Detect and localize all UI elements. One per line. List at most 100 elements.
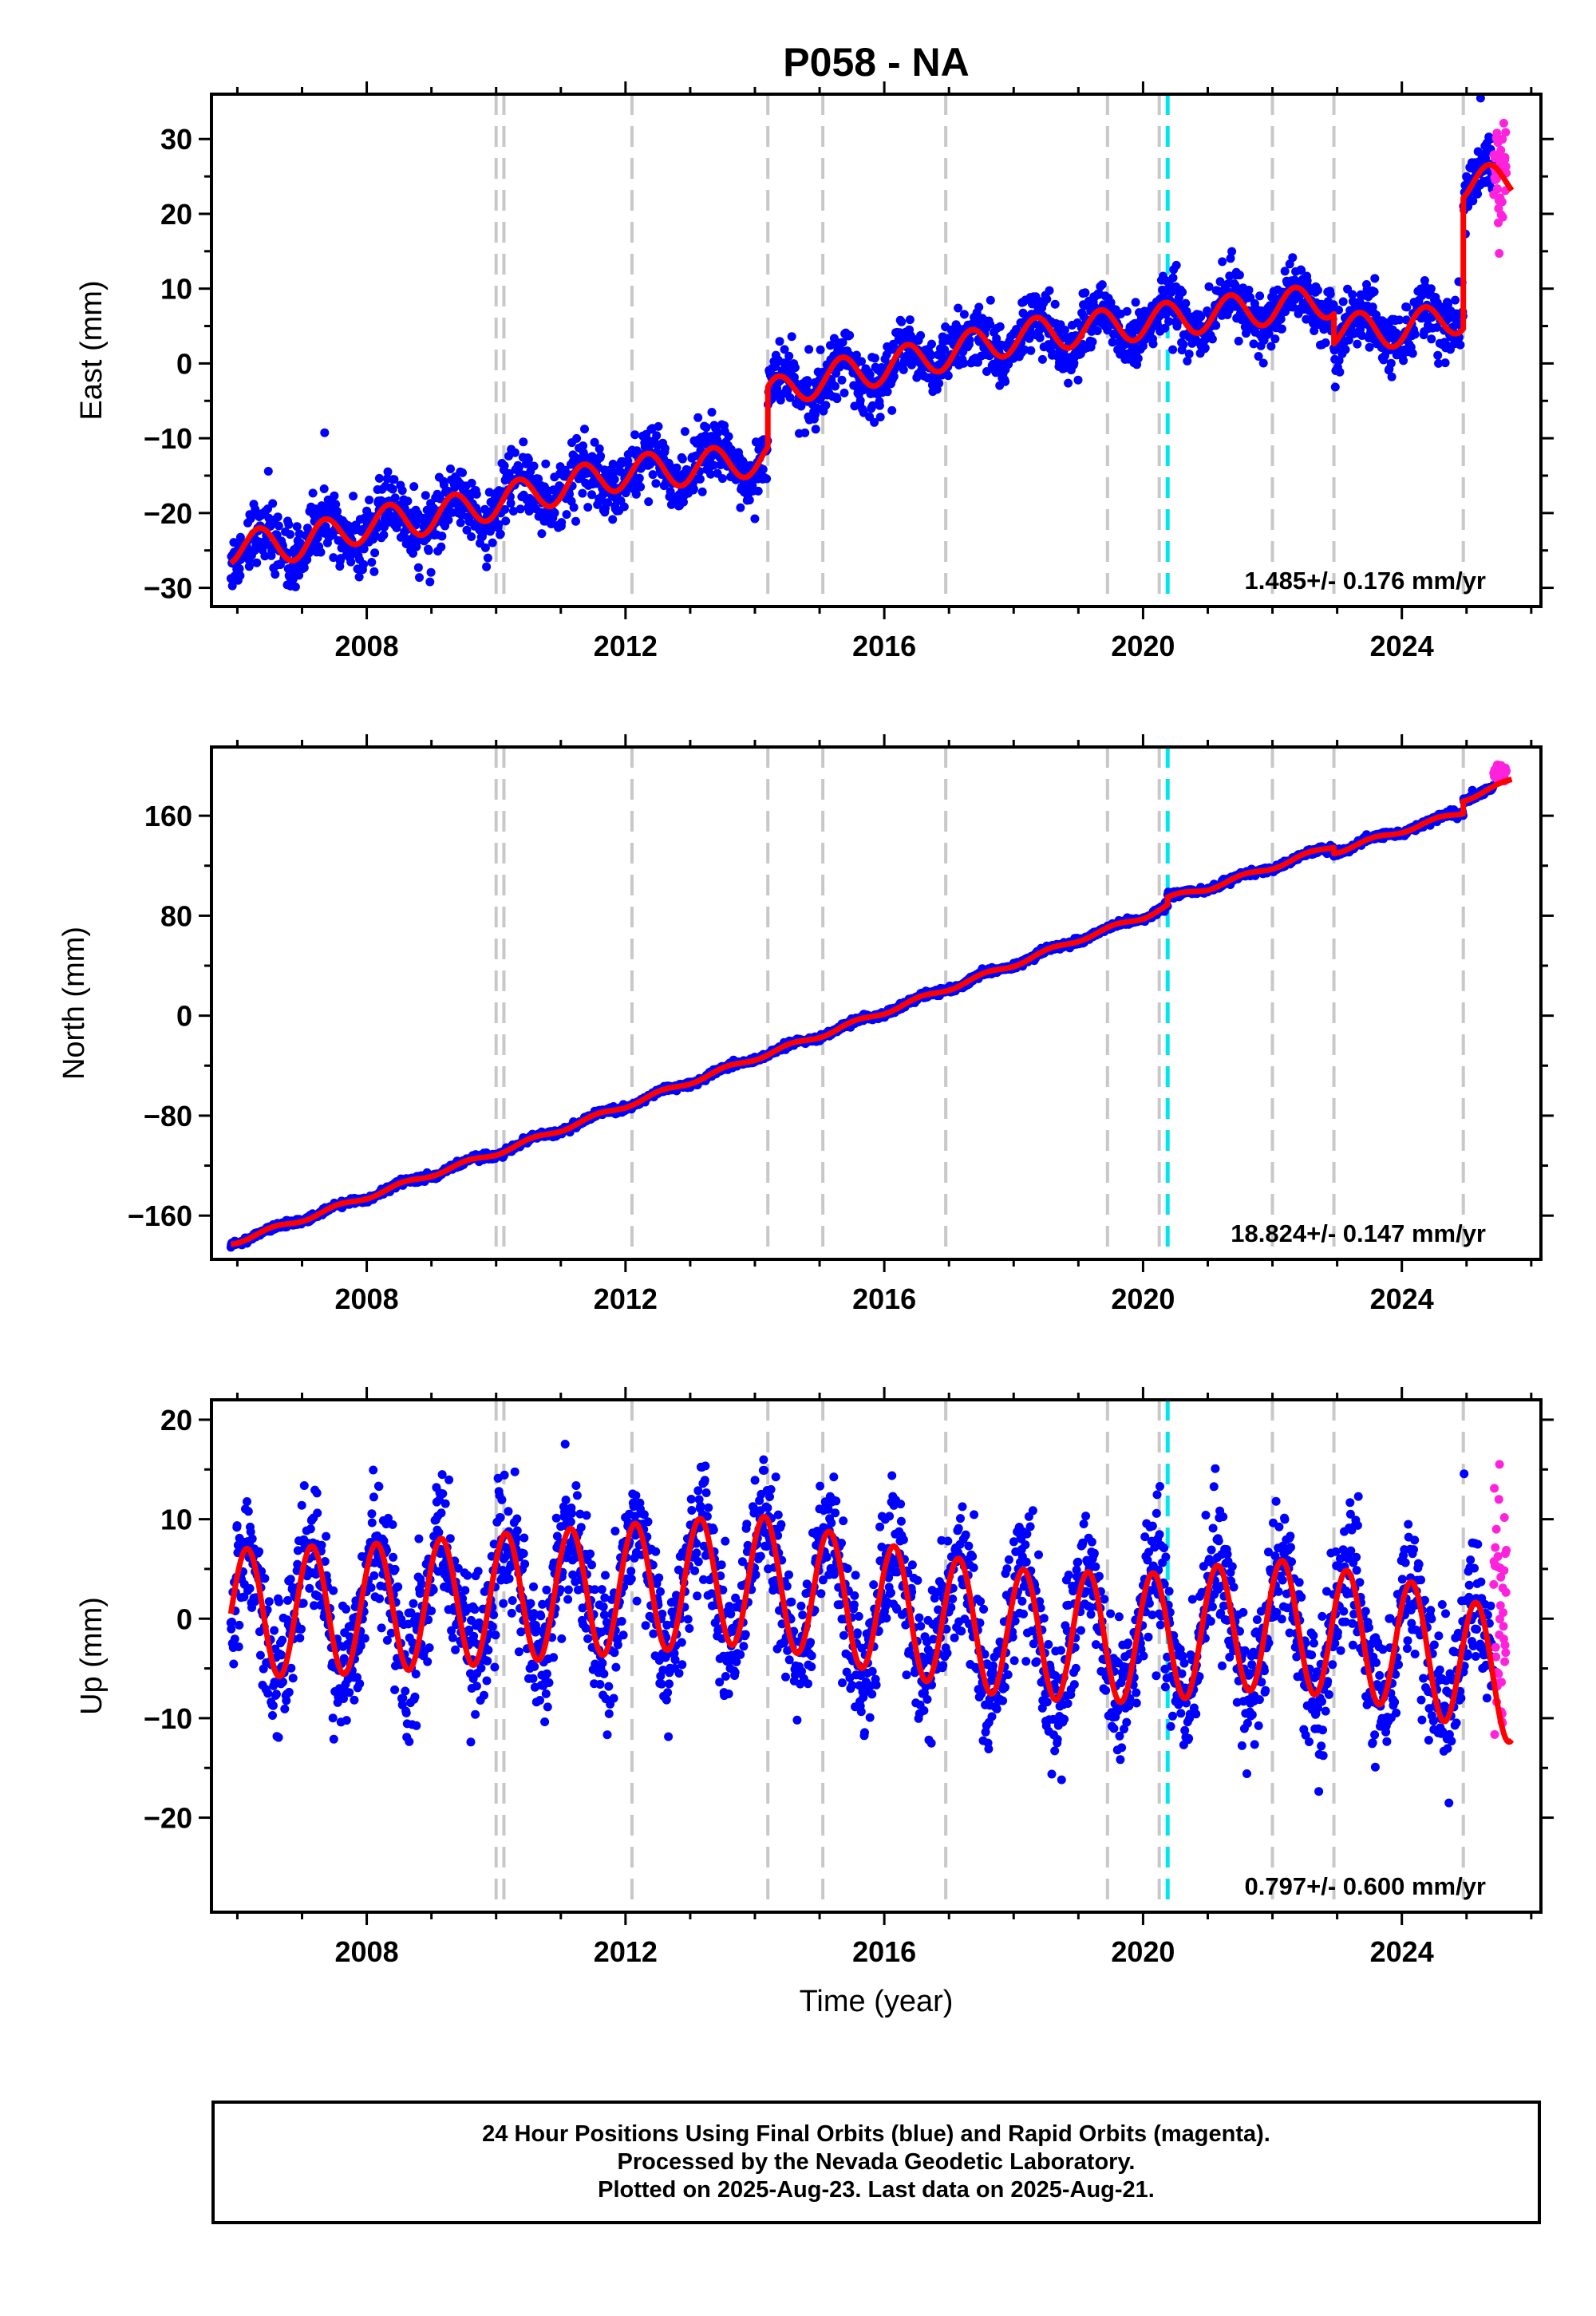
final-orbit-point: [1045, 286, 1054, 295]
final-orbit-point: [329, 553, 338, 563]
final-orbit-point: [263, 467, 273, 476]
final-orbit-point: [458, 468, 467, 477]
final-orbit-point: [1050, 299, 1060, 309]
y-tick-label: −20: [144, 497, 192, 530]
final-orbit-point: [603, 498, 612, 508]
final-orbit-point: [1426, 284, 1436, 294]
final-orbit-point: [787, 332, 796, 342]
final-orbit-points: [226, 94, 1498, 591]
final-orbit-point: [654, 421, 663, 431]
final-orbit-point: [689, 484, 698, 494]
final-orbit-point: [648, 470, 658, 480]
final-orbit-point: [313, 533, 322, 543]
final-orbit-point: [1178, 287, 1187, 297]
final-orbit-point: [425, 577, 435, 587]
final-orbit-point: [610, 475, 619, 484]
rapid-orbit-point: [1493, 184, 1503, 194]
final-orbit-point: [816, 345, 825, 354]
final-orbit-point: [693, 413, 703, 422]
final-orbit-point: [409, 548, 417, 558]
final-orbit-point: [1060, 326, 1069, 334]
final-orbit-point: [388, 484, 397, 494]
final-orbit-point: [595, 444, 604, 453]
final-orbit-point: [456, 518, 465, 528]
final-orbit-point: [501, 516, 511, 526]
final-orbit-point: [1408, 349, 1417, 358]
final-orbit-point: [943, 371, 953, 381]
final-orbit-point: [506, 499, 516, 508]
final-orbit-point: [780, 345, 789, 354]
final-orbit-point: [644, 497, 654, 507]
final-orbit-point: [1227, 247, 1237, 256]
rapid-orbit-points: [1489, 118, 1511, 258]
final-orbit-point: [652, 431, 662, 441]
final-orbit-point: [235, 571, 245, 580]
final-orbit-point: [1266, 342, 1276, 351]
final-orbit-point: [1427, 334, 1436, 344]
final-orbit-point: [1278, 324, 1286, 334]
final-orbit-point: [467, 478, 476, 488]
final-orbit-point: [349, 492, 358, 501]
final-orbit-point: [397, 486, 407, 496]
final-orbit-point: [571, 516, 580, 526]
final-orbit-point: [875, 401, 884, 410]
y-tick-label: 30: [160, 123, 192, 156]
final-orbit-point: [359, 559, 368, 569]
final-orbit-point: [292, 522, 302, 532]
x-tick-label: 2016: [852, 630, 916, 662]
final-orbit-point: [523, 455, 533, 464]
final-orbit-point: [1476, 94, 1485, 103]
final-orbit-point: [1297, 266, 1306, 275]
final-orbit-point: [587, 490, 596, 500]
x-tick-label: 2024: [1370, 630, 1434, 662]
final-orbit-point: [1255, 291, 1265, 301]
final-orbit-point: [1348, 290, 1357, 299]
final-orbit-point: [959, 310, 969, 319]
final-orbit-point: [713, 428, 723, 437]
final-orbit-point: [369, 567, 379, 576]
y-tick-label: 20: [160, 198, 192, 231]
final-orbit-point: [273, 512, 282, 522]
final-orbit-point: [965, 335, 974, 345]
final-orbit-point: [678, 454, 687, 464]
final-orbit-point: [619, 502, 629, 512]
rapid-orbit-point: [1501, 128, 1511, 137]
final-orbit-point: [837, 375, 847, 385]
final-orbit-point: [1395, 315, 1404, 325]
final-orbit-point: [1244, 286, 1254, 294]
final-orbit-point: [1288, 253, 1298, 263]
final-orbit-point: [634, 473, 644, 483]
final-orbit-point: [1444, 300, 1452, 309]
y-tick-label: −30: [144, 572, 192, 605]
final-orbit-point: [1131, 298, 1140, 307]
final-orbit-point: [784, 351, 794, 361]
rapid-orbit-point: [1501, 162, 1511, 172]
final-orbit-point: [1073, 375, 1083, 385]
final-orbit-point: [235, 564, 244, 574]
final-orbit-point: [954, 303, 963, 313]
final-orbit-point: [1285, 259, 1294, 269]
final-orbit-point: [680, 427, 689, 437]
final-orbit-point: [1088, 337, 1097, 346]
final-orbit-point: [1179, 340, 1188, 350]
final-orbit-point: [1338, 297, 1348, 306]
final-orbit-point: [1276, 314, 1286, 324]
chart-title: P058 - NA: [783, 40, 969, 85]
final-orbit-point: [1353, 339, 1362, 349]
final-orbit-point: [651, 479, 661, 488]
final-orbit-point: [379, 530, 389, 539]
final-orbit-point: [916, 330, 926, 340]
y-axis-label: East (mm): [75, 280, 109, 420]
final-orbit-point: [608, 515, 618, 524]
final-orbit-point: [707, 408, 717, 417]
x-tick-label: 2012: [594, 630, 658, 662]
final-orbit-point: [804, 345, 814, 354]
final-orbit-point: [1246, 293, 1255, 302]
final-orbit-point: [354, 572, 364, 582]
final-orbit-point: [889, 372, 899, 381]
final-orbit-point: [839, 388, 849, 397]
final-orbit-point: [753, 486, 763, 496]
final-orbit-point: [444, 516, 453, 525]
final-orbit-point: [875, 413, 885, 422]
